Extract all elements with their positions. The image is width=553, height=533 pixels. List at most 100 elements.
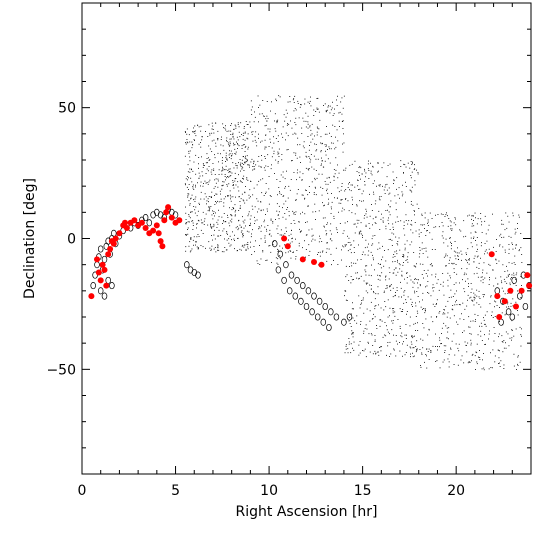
background-point-597: [189, 141, 191, 143]
background-point-2201: [443, 256, 445, 258]
background-point-479: [200, 245, 202, 246]
background-point-2185: [423, 277, 424, 279]
background-point-1767: [351, 330, 353, 332]
background-point-536: [233, 144, 235, 146]
background-point-1544: [412, 336, 414, 338]
background-point-10: [245, 145, 247, 147]
background-point-2248: [500, 276, 502, 278]
x-tick-label-2: 10: [260, 483, 278, 499]
background-point-322: [239, 159, 241, 160]
background-point-2072: [473, 225, 475, 227]
background-point-1044: [308, 149, 310, 151]
background-point-1332: [405, 338, 407, 339]
background-point-2461: [492, 213, 493, 215]
background-point-102: [247, 248, 249, 250]
highlight-point-4: [99, 261, 106, 268]
background-point-2198: [476, 251, 478, 252]
background-point-353: [188, 184, 190, 185]
background-point-1418: [395, 202, 397, 204]
background-point-1203: [264, 169, 266, 171]
background-point-1935: [371, 238, 373, 240]
background-point-1584: [372, 224, 373, 226]
background-point-1806: [386, 183, 388, 185]
background-point-2062: [469, 258, 470, 260]
background-point-2341: [517, 314, 519, 316]
background-point-885: [291, 127, 293, 129]
background-point-1092: [306, 156, 308, 158]
background-point-1744: [380, 346, 381, 348]
background-point-679: [308, 169, 310, 171]
background-point-239: [226, 139, 227, 141]
background-point-1503: [395, 221, 397, 223]
background-point-1342: [386, 287, 388, 289]
background-point-1525: [379, 184, 381, 186]
background-point-1523: [399, 328, 401, 329]
background-point-234: [238, 190, 240, 192]
background-point-1441: [392, 226, 394, 228]
background-point-428: [217, 200, 218, 202]
background-point-1035: [305, 167, 307, 169]
background-point-2166: [480, 330, 482, 332]
background-point-1341: [350, 352, 352, 354]
background-point-1005: [290, 250, 292, 252]
background-point-1634: [361, 200, 363, 202]
background-point-2033: [515, 274, 517, 276]
background-point-819: [292, 210, 294, 212]
background-point-1669: [386, 176, 388, 178]
background-point-1853: [387, 299, 389, 301]
background-point-2322: [479, 359, 481, 360]
background-point-27: [218, 229, 220, 231]
background-point-1286: [310, 159, 312, 161]
background-point-39: [206, 200, 208, 202]
background-point-2011: [449, 317, 451, 319]
background-point-2251: [456, 252, 458, 254]
background-point-2526: [431, 274, 433, 276]
background-point-1125: [253, 160, 255, 162]
background-point-1880: [395, 209, 397, 211]
background-point-1898: [356, 171, 358, 172]
background-point-1914: [358, 231, 360, 233]
background-point-1430: [378, 198, 380, 200]
background-point-1172: [291, 238, 293, 240]
background-point-1065: [328, 198, 329, 200]
background-point-2478: [470, 292, 472, 293]
x-tick-label-0: 0: [78, 483, 87, 499]
background-point-472: [242, 244, 244, 246]
highlight-point-0: [88, 293, 95, 300]
background-point-2408: [435, 226, 437, 228]
background-point-2307: [519, 326, 521, 328]
background-point-2591: [443, 242, 445, 244]
background-point-841: [337, 177, 339, 179]
background-point-681: [258, 107, 259, 108]
background-point-2226: [467, 362, 469, 364]
background-point-95: [204, 180, 206, 182]
background-point-1468: [414, 164, 415, 166]
background-point-2304: [461, 313, 462, 315]
background-point-2354: [436, 299, 438, 301]
open-marker-58: [314, 313, 321, 321]
background-point-2083: [478, 304, 480, 305]
background-point-882: [281, 234, 282, 236]
background-point-726: [269, 195, 271, 196]
background-point-1788: [405, 166, 407, 168]
background-point-1393: [397, 271, 399, 273]
background-point-18: [213, 213, 214, 214]
background-point-503: [194, 140, 195, 141]
background-point-706: [255, 131, 257, 133]
background-point-1158: [316, 149, 318, 151]
background-point-915: [287, 197, 289, 199]
background-point-1530: [361, 302, 362, 304]
background-point-662: [337, 164, 338, 166]
background-point-148: [220, 193, 221, 195]
background-point-1388: [401, 332, 403, 334]
background-point-648: [204, 193, 206, 195]
background-point-2084: [441, 222, 443, 223]
background-point-1420: [396, 287, 398, 289]
background-point-276: [232, 180, 234, 181]
background-point-576: [194, 132, 196, 134]
background-point-520: [202, 246, 204, 248]
background-point-2335: [507, 274, 509, 276]
background-point-17: [194, 212, 196, 214]
background-point-727: [315, 170, 317, 171]
